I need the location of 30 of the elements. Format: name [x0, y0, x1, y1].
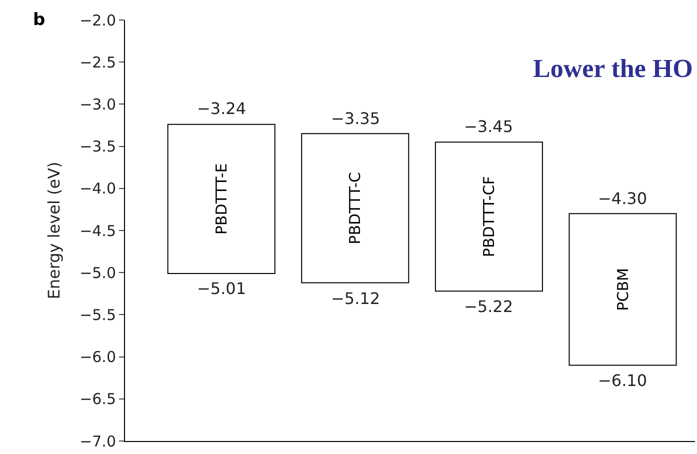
bar — [434, 142, 543, 292]
annotation: −3.24 — [197, 99, 246, 118]
y-tick-label: −2.5 — [80, 53, 116, 72]
y-tick-label: −4.5 — [80, 222, 116, 240]
annotation: Lower the HO — [533, 54, 693, 83]
bar — [167, 124, 276, 274]
annotation: −5.22 — [464, 297, 514, 316]
annotation: −4.30 — [598, 189, 648, 208]
annotation: −5.12 — [331, 289, 380, 308]
x-tick-label: PBDTTT-E — [212, 163, 230, 235]
x-tick-label: PBDTTT-CF — [480, 176, 498, 258]
y-tick-label: −5.5 — [80, 306, 116, 324]
annotation: −6.10 — [598, 371, 648, 390]
y-tick-label: −6.5 — [80, 390, 116, 408]
text: b — [33, 10, 46, 30]
annotation: −3.45 — [464, 117, 514, 136]
y-tick-label: −6.0 — [80, 348, 116, 366]
annotation: −3.35 — [331, 109, 380, 128]
x-tick-label: PBDTTT-C — [346, 172, 364, 244]
y-tick-label: −4.0 — [80, 180, 116, 198]
y-tick-label: −7.0 — [80, 432, 116, 450]
bar — [301, 133, 410, 284]
x-tick-label: PCBM — [614, 268, 632, 311]
bar — [568, 213, 677, 366]
y-axis-title: Energy level (eV) — [44, 162, 64, 300]
y-tick-label: −3.5 — [80, 138, 116, 156]
y-tick-label: −2.0 — [80, 11, 116, 30]
y-tick-label: −3.0 — [80, 95, 116, 114]
annotation: −5.01 — [197, 279, 246, 298]
y-tick-label: −5.0 — [80, 264, 116, 282]
